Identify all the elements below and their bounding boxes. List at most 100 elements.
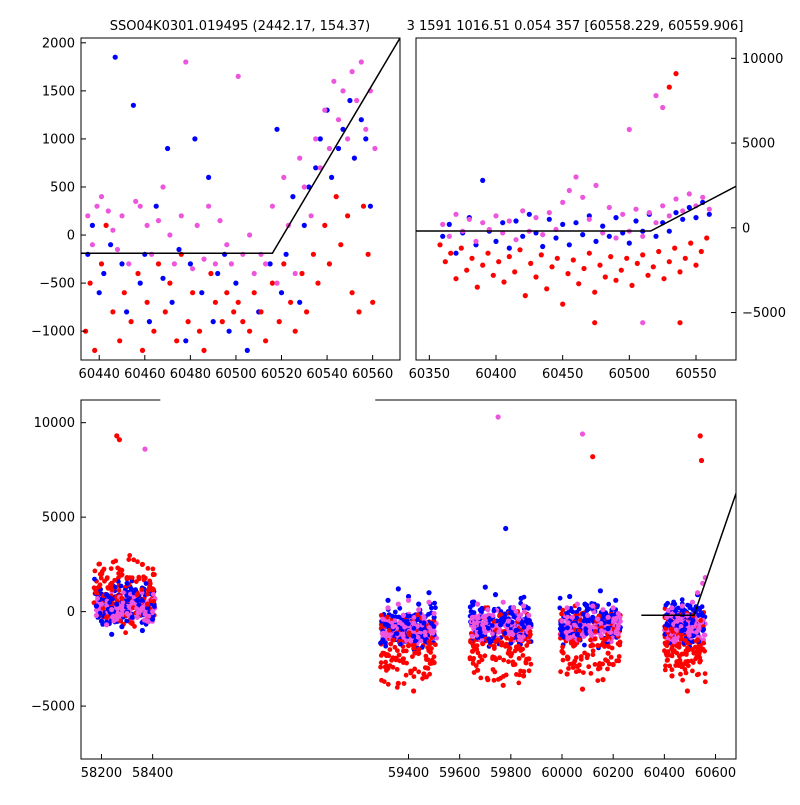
data-point-red — [544, 286, 550, 292]
cluster-point — [701, 640, 707, 646]
data-point-blue — [351, 155, 357, 161]
data-point-blue — [130, 102, 136, 108]
cluster-point — [696, 605, 702, 611]
data-point-blue — [680, 216, 686, 222]
cluster-point — [605, 658, 610, 664]
data-point-magenta — [313, 136, 319, 142]
x-tick-label: 60450 — [542, 367, 583, 382]
data-point-red — [564, 671, 570, 677]
data-point-blue — [226, 328, 232, 334]
cluster-point — [425, 645, 431, 650]
cluster-point — [558, 669, 563, 675]
cluster-point — [402, 624, 407, 630]
data-point-magenta — [281, 174, 287, 180]
cluster-point — [139, 587, 145, 592]
cluster-point — [565, 635, 570, 640]
data-point-red — [212, 299, 218, 305]
data-point-magenta — [167, 232, 173, 238]
cluster-point — [680, 651, 686, 657]
cluster-point — [433, 605, 438, 611]
x-tick-label: 60480 — [170, 367, 211, 382]
data-point-red — [645, 272, 651, 278]
cluster-point — [683, 621, 689, 627]
data-point-blue — [493, 238, 499, 244]
data-point-red — [224, 290, 230, 296]
cluster-point — [505, 643, 510, 649]
data-point-red — [103, 222, 109, 228]
data-point-blue — [144, 605, 151, 611]
cluster-point — [411, 674, 417, 679]
cluster-point — [474, 647, 480, 652]
data-point-magenta — [201, 256, 207, 262]
data-point-magenta — [240, 251, 246, 257]
data-point-blue — [480, 177, 486, 183]
cluster-point — [385, 681, 391, 687]
data-point-red — [411, 688, 417, 694]
data-point-blue — [498, 622, 504, 628]
cluster-point — [561, 634, 567, 640]
data-point-red — [385, 665, 391, 671]
data-point-red — [515, 644, 522, 651]
data-point-magenta — [372, 145, 378, 152]
data-point-blue — [431, 614, 437, 620]
data-point-blue — [513, 627, 519, 634]
data-point-blue — [582, 601, 588, 607]
data-point-magenta — [626, 126, 632, 133]
cluster-point — [92, 576, 97, 582]
cluster-point — [102, 578, 107, 584]
cluster-point — [685, 640, 690, 646]
data-point-red — [506, 254, 512, 260]
data-point-magenta — [490, 612, 496, 619]
data-point-blue — [597, 588, 604, 594]
data-point-red — [110, 309, 116, 315]
data-point-red — [139, 347, 146, 353]
data-point-blue — [653, 233, 659, 239]
data-point-blue — [574, 631, 581, 637]
data-point-magenta — [660, 203, 666, 209]
x-tick-label: 60350 — [409, 367, 450, 382]
cluster-point — [383, 659, 388, 665]
cluster-point — [697, 659, 703, 665]
cluster-point — [702, 679, 708, 685]
data-point-magenta — [689, 599, 696, 605]
cluster-point — [379, 677, 384, 683]
data-point-magenta — [133, 198, 139, 204]
data-point-red — [474, 284, 480, 290]
cluster-point — [392, 644, 398, 650]
bottom-plot-area — [91, 414, 736, 694]
data-point-magenta — [93, 612, 99, 619]
data-point-red — [538, 252, 544, 258]
cluster-point — [98, 575, 104, 581]
cluster-point — [430, 630, 436, 636]
x-tick-label: 60000 — [541, 766, 582, 781]
cluster-point — [393, 614, 399, 620]
cluster-point — [560, 644, 565, 650]
cluster-point — [488, 638, 494, 644]
data-point-blue — [114, 601, 120, 607]
data-point-red — [167, 280, 173, 286]
data-point-blue — [700, 612, 706, 619]
cluster-point — [616, 658, 622, 664]
data-point-blue — [613, 597, 619, 603]
cluster-point — [616, 624, 621, 629]
data-point-magenta — [515, 616, 522, 622]
data-point-red — [219, 319, 225, 325]
data-point-red — [505, 650, 511, 656]
data-point-red — [480, 262, 486, 268]
data-point-magenta — [105, 208, 111, 214]
data-point-magenta — [513, 237, 519, 243]
data-point-magenta — [640, 320, 646, 326]
cluster-point — [119, 572, 124, 578]
data-point-red — [672, 245, 678, 251]
data-point-blue — [233, 280, 239, 286]
data-point-red — [613, 277, 619, 283]
data-point-blue — [590, 614, 596, 620]
cluster-point — [581, 618, 587, 624]
data-point-blue — [183, 338, 189, 344]
data-point-magenta — [235, 73, 241, 79]
data-point-magenta — [595, 616, 601, 622]
data-point-red — [469, 648, 476, 654]
cluster-point — [123, 630, 128, 636]
cluster-point — [574, 615, 580, 621]
data-point-magenta — [679, 603, 685, 609]
